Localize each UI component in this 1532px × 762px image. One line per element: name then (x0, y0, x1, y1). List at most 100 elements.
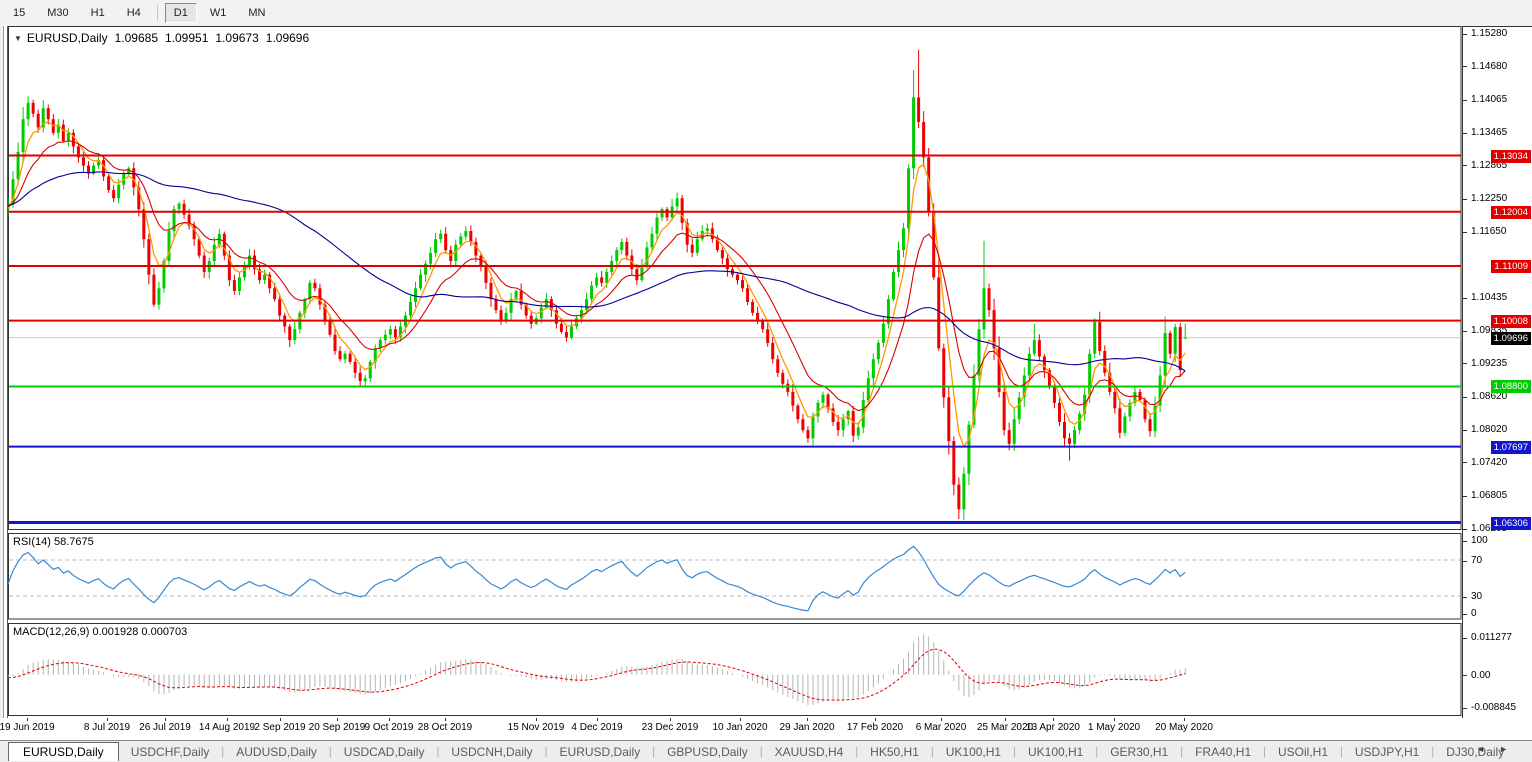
level-price-tag-1.11009: 1.11009 (1491, 259, 1531, 273)
tab-scroll-arrows[interactable]: ◄► (1476, 744, 1522, 754)
price-tick-label: 1.14680 (1471, 60, 1508, 72)
chart-tab-usdjpy-h1[interactable]: USDJPY,H1 (1354, 744, 1420, 759)
time-tick-mark (280, 718, 281, 721)
timeframe-button-mn[interactable]: MN (248, 7, 266, 19)
price-tick-label: 1.09835 (1471, 325, 1508, 337)
chart-tab-usdchf-daily[interactable]: USDCHF,Daily (130, 744, 210, 759)
price-tick-label: 1.15280 (1471, 28, 1508, 39)
price-tick-label: 1.06805 (1471, 490, 1508, 502)
time-tick-mark (740, 718, 741, 721)
time-tick-mark (107, 718, 108, 721)
current-price-tag: 1.09696 (1490, 331, 1531, 345)
chart-tab-usdcnh-daily[interactable]: USDCNH,Daily (451, 744, 533, 759)
ohlc-high: 1.09951 (165, 31, 209, 45)
price-tick-mark (1463, 462, 1467, 464)
level-price-tag-1.06306: 1.06306 (1490, 516, 1531, 530)
chart-tab-gbpusd-daily[interactable]: GBPUSD,Daily (667, 744, 748, 759)
chart-symbol: EURUSD,Daily (26, 31, 108, 45)
tab-separator: | (1180, 745, 1184, 758)
chart-tab-hk50-h1[interactable]: HK50,H1 (870, 744, 919, 759)
ma-line-medium (8, 140, 1186, 412)
timeframe-button-h1[interactable]: H1 (90, 7, 105, 19)
price-tick-mark (1463, 363, 1467, 365)
chart-tab-xauusd-h4[interactable]: XAUUSD,H4 (774, 744, 844, 759)
time-tick-mark (941, 718, 942, 721)
chart-tab-dj30-daily[interactable]: DJ30,Daily (1446, 744, 1505, 759)
symbol-dropdown-icon[interactable]: ▼ (14, 34, 22, 43)
price-tick-mark (1463, 528, 1467, 530)
timeframe-button-15[interactable]: 15 (13, 7, 26, 19)
timeframe-button-m30[interactable]: M30 (47, 7, 69, 19)
time-tick-mark (165, 718, 166, 721)
time-tick-label: 6 Mar 2020 (915, 722, 967, 733)
tab-separator: | (328, 745, 332, 758)
time-tick-label: 17 Feb 2020 (846, 722, 904, 733)
time-tick-label: 15 Nov 2019 (507, 722, 565, 733)
tab-separator: | (221, 745, 225, 758)
level-price-tag-1.07697: 1.07697 (1490, 440, 1531, 454)
tab-separator: | (1340, 745, 1343, 758)
toolbar-separator (156, 5, 158, 21)
price-tick-mark (1463, 198, 1467, 200)
macd-histogram (8, 634, 1186, 705)
chart-tab-usoil-h1[interactable]: USOil,H1 (1277, 744, 1328, 759)
price-tick-label: 1.12865 (1471, 159, 1508, 171)
macd-panel-canvas[interactable] (8, 621, 1462, 718)
time-tick-label: 20 Sep 2019 (308, 722, 366, 733)
price-axis[interactable]: 1.15280 1.14680 1.14065 1.13465 1.12865 1.122… (1462, 26, 1532, 718)
chart-tab-uk100-h1[interactable]: UK100,H1 (945, 744, 1002, 759)
chart-tab-usdcad-daily[interactable]: USDCAD,Daily (343, 744, 425, 759)
price-chart-canvas[interactable] (8, 26, 1462, 531)
chart-title: ▼ EURUSD,Daily 1.09685 1.09951 1.09673 1.0969… (14, 31, 309, 45)
timeframe-button-d1[interactable]: D1 (164, 3, 197, 23)
time-tick-mark (597, 718, 598, 721)
price-tick-mark (1463, 495, 1467, 497)
tab-separator: | (1013, 745, 1016, 758)
price-tick-mark (1463, 429, 1467, 431)
time-tick-mark (227, 718, 228, 721)
rsi-tick-mark (1463, 596, 1467, 598)
price-tick-label: 1.12250 (1471, 193, 1508, 205)
price-tick-label: 1.06205 (1471, 523, 1508, 535)
rsi-tick-label: 70 (1471, 555, 1483, 566)
macd-signal-line (8, 648, 1186, 701)
rsi-panel-canvas[interactable] (8, 531, 1462, 621)
ohlc-close: 1.09696 (265, 31, 310, 45)
price-tick-label: 1.11650 (1471, 226, 1507, 238)
level-price-tag-1.12004: 1.12004 (1490, 205, 1531, 219)
chart-tab-eurusd-daily[interactable]: EURUSD,Daily (559, 744, 641, 759)
timeframe-button-h4[interactable]: H4 (126, 7, 141, 19)
window-left-border (0, 26, 8, 740)
macd-tick-label: -0.008845 (1471, 702, 1517, 713)
tab-separator: | (930, 745, 934, 758)
ohlc-open: 1.09685 (114, 31, 158, 45)
macd-indicator-label: MACD(12,26,9) 0.001928 0.000703 (13, 626, 188, 638)
ma-line-slow (8, 171, 1186, 372)
time-tick-label: 1 May 2020 (1087, 722, 1141, 733)
rsi-tick-label: 0 (1471, 608, 1477, 619)
time-tick-mark (27, 718, 28, 721)
macd-tick-mark (1463, 707, 1467, 709)
tab-separator: | (855, 745, 859, 758)
ohlc-low: 1.09673 (215, 31, 259, 45)
time-tick-mark (337, 718, 338, 721)
chart-tab-eurusd-daily[interactable]: EURUSD,Daily (8, 742, 119, 761)
macd-tick-label: 0.011277 (1471, 632, 1512, 643)
time-tick-label: 9 Oct 2019 (364, 722, 414, 733)
time-tick-label: 26 Jul 2019 (139, 722, 191, 733)
price-tick-mark (1463, 99, 1467, 101)
chart-tab-ger30-h1[interactable]: GER30,H1 (1110, 744, 1169, 759)
timeframe-button-w1[interactable]: W1 (209, 7, 227, 19)
chart-tab-uk100-h1[interactable]: UK100,H1 (1027, 744, 1084, 759)
chart-tab-audusd-daily[interactable]: AUDUSD,Daily (236, 744, 317, 759)
price-tick-label: 1.08620 (1471, 391, 1508, 403)
level-price-tag-1.13034: 1.13034 (1490, 149, 1531, 163)
price-tick-mark (1463, 33, 1467, 35)
price-tick-label: 1.07420 (1471, 456, 1508, 468)
timeframe-toolbar: 15 M30 H1 H4 D1 W1 MN (0, 0, 1532, 26)
time-tick-label: 29 Jan 2020 (779, 722, 835, 733)
price-tick-mark (1463, 330, 1467, 332)
time-axis[interactable]: 19 Jun 2019 8 Jul 2019 26 Jul 2019 14 Aug 2… (0, 718, 1532, 740)
chart-tab-fra40-h1[interactable]: FRA40,H1 (1195, 744, 1252, 759)
